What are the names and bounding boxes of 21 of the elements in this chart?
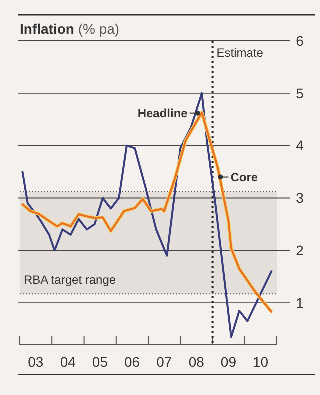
x-tick-label: 06 (124, 354, 140, 370)
y-tick-label: 1 (296, 294, 304, 311)
series-label: Headline (138, 106, 188, 121)
x-tick-label: 08 (188, 354, 205, 370)
band-label: RBA target range (24, 273, 116, 288)
y-axis-title: (% pa) (74, 21, 120, 37)
y-tick-label: 4 (296, 138, 304, 154)
x-tick-label: 04 (60, 354, 76, 370)
x-tick-label: 09 (220, 354, 237, 370)
y-tick-label: 5 (296, 85, 304, 102)
x-tick-label: 03 (28, 354, 44, 370)
y-tick-label: 3 (296, 190, 304, 206)
y-tick-label: 2 (296, 242, 304, 259)
series-label: Core (230, 170, 258, 184)
chart-title: Inflation (20, 21, 74, 37)
x-tick-label: 07 (156, 354, 172, 370)
ref-line-label: Estimate (216, 46, 264, 60)
x-tick-label: 10 (253, 354, 269, 370)
x-tick-label: 05 (92, 354, 108, 370)
line-series (22, 92, 273, 338)
y-tick-label: 6 (296, 32, 304, 49)
